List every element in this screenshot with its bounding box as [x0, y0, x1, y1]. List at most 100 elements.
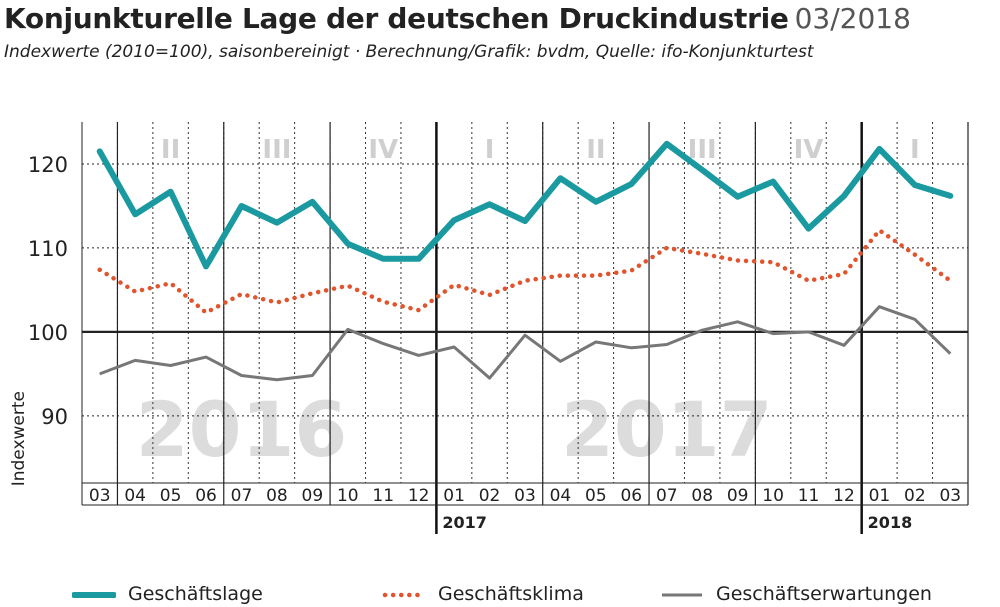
- series-geschaeftsklima-point: [772, 261, 774, 263]
- series-geschaeftserwartungen-point: [843, 344, 845, 346]
- series-geschaeftsklima-point: [524, 280, 526, 282]
- series-geschaeftserwartungen-point: [418, 354, 420, 356]
- series-geschaeftserwartungen-point: [737, 321, 739, 323]
- quarter-label: II: [161, 135, 180, 165]
- y-tick-label: 90: [41, 405, 68, 429]
- series-geschaeftserwartungen-point: [878, 306, 880, 308]
- legend-label-geschaeftsklima: Geschäftsklima: [438, 583, 584, 605]
- quarter-label: I: [485, 135, 495, 165]
- series-geschaeftserwartungen-point: [99, 373, 101, 375]
- x-tick-label: 04: [124, 486, 146, 506]
- series-geschaeftslage-point: [701, 169, 703, 171]
- legend-item-geschaeftsklima: Geschäftsklima: [382, 583, 584, 605]
- series-geschaeftsklima-point: [382, 301, 384, 303]
- year-watermark-2017: 2017: [561, 385, 773, 474]
- series-geschaeftsklima-point: [170, 282, 172, 284]
- series-geschaeftserwartungen-point: [170, 364, 172, 366]
- series-geschaeftslage-point: [666, 143, 668, 145]
- quarter-label: II: [586, 135, 605, 165]
- series-geschaeftslage-point: [559, 177, 561, 179]
- x-tick-label: 12: [408, 486, 430, 506]
- series-geschaeftserwartungen-point: [701, 329, 703, 331]
- series-geschaeftsklima-point: [99, 269, 101, 271]
- series-geschaeftsklima-point: [418, 309, 420, 311]
- series-geschaeftslage-point: [347, 243, 349, 245]
- y-tick-label: 120: [28, 153, 68, 177]
- series-geschaeftslage-point: [914, 184, 916, 186]
- series-geschaeftserwartungen-point: [311, 375, 313, 377]
- series-geschaeftslage-point: [843, 195, 845, 197]
- series-geschaeftserwartungen-point: [240, 375, 242, 377]
- series-geschaeftsklima-point: [914, 254, 916, 256]
- series-geschaeftslage-point: [311, 201, 313, 203]
- series-geschaeftserwartungen-point: [524, 334, 526, 336]
- x-tick-label: 07: [231, 486, 253, 506]
- series-geschaeftsklima-point: [311, 292, 313, 294]
- series-geschaeftsklima-point: [701, 253, 703, 255]
- x-tick-label: 12: [833, 486, 855, 506]
- x-tick-label: 02: [479, 486, 501, 506]
- chart-date: 03/2018: [794, 2, 911, 35]
- x-tick-label: 09: [727, 486, 749, 506]
- series-geschaeftserwartungen-point: [949, 353, 951, 355]
- series-geschaeftsklima-point: [489, 294, 491, 296]
- x-tick-label: 03: [89, 486, 111, 506]
- x-tick-label: 01: [443, 486, 465, 506]
- series-geschaeftslage-point: [418, 258, 420, 260]
- series-geschaeftsklima-point: [134, 291, 136, 293]
- quarter-label: III: [262, 135, 291, 165]
- series-geschaeftserwartungen-point: [559, 360, 561, 362]
- series-geschaeftsklima-point: [666, 247, 668, 249]
- x-tick-label: 05: [585, 486, 607, 506]
- series-geschaeftsklima-point: [630, 270, 632, 272]
- series-geschaeftslage-point: [99, 150, 101, 152]
- series-geschaeftserwartungen-point: [914, 318, 916, 320]
- series-geschaeftserwartungen-point: [630, 347, 632, 349]
- series-geschaeftslage-point: [453, 219, 455, 221]
- series-geschaeftserwartungen-point: [205, 356, 207, 358]
- series-geschaeftslage-point: [737, 196, 739, 198]
- series-geschaeftsklima-point: [878, 229, 880, 231]
- series-geschaeftserwartungen-point: [134, 359, 136, 361]
- series-geschaeftsklima-point: [276, 302, 278, 304]
- x-tick-label: 06: [620, 486, 642, 506]
- x-tick-label: 05: [160, 486, 182, 506]
- x-tick-label: 03: [939, 486, 961, 506]
- series-geschaeftslage-point: [808, 228, 810, 230]
- series-geschaeftslage-point: [949, 195, 951, 197]
- series-geschaeftserwartungen-point: [772, 333, 774, 335]
- series-geschaeftsklima-point: [949, 280, 951, 282]
- series-geschaeftslage-point: [878, 148, 880, 150]
- series-geschaeftserwartungen-point: [808, 331, 810, 333]
- x-tick-label: 04: [550, 486, 572, 506]
- series-geschaeftslage-point: [772, 181, 774, 183]
- series-geschaeftslage-point: [240, 205, 242, 207]
- series-geschaeftserwartungen: [99, 305, 952, 382]
- quarter-label: IV: [368, 135, 398, 165]
- series-geschaeftserwartungen-point: [382, 343, 384, 345]
- series-geschaeftsklima-point: [559, 275, 561, 277]
- series-geschaeftsklima: [97, 228, 953, 315]
- series-geschaeftslage-point: [595, 201, 597, 203]
- quarter-label: I: [910, 135, 920, 165]
- x-tick-label: 08: [266, 486, 288, 506]
- x-tick-label: 06: [195, 486, 217, 506]
- year-label: 2017: [442, 513, 487, 532]
- series-geschaeftserwartungen-point: [489, 377, 491, 379]
- series-geschaeftsklima-point: [453, 284, 455, 286]
- y-axis-label: Indexwerte: [9, 391, 29, 486]
- series-geschaeftslage-point: [524, 220, 526, 222]
- x-tick-label: 11: [372, 486, 394, 506]
- legend-label-geschaeftserwartungen: Geschäftserwartungen: [716, 583, 932, 605]
- series-geschaeftsklima-point: [808, 280, 810, 282]
- x-tick-label: 01: [869, 486, 891, 506]
- series-geschaeftslage: [96, 140, 954, 270]
- y-tick-label: 100: [28, 321, 68, 345]
- legend-item-geschaeftslage: Geschäftslage: [72, 583, 263, 605]
- series-geschaeftslage-point: [134, 213, 136, 215]
- x-tick-label: 11: [798, 486, 820, 506]
- x-tick-label: 02: [904, 486, 926, 506]
- legend-swatch-geschaeftserwartungen: [662, 593, 702, 596]
- quarter-label: IV: [794, 135, 824, 165]
- series-geschaeftserwartungen-point: [666, 343, 668, 345]
